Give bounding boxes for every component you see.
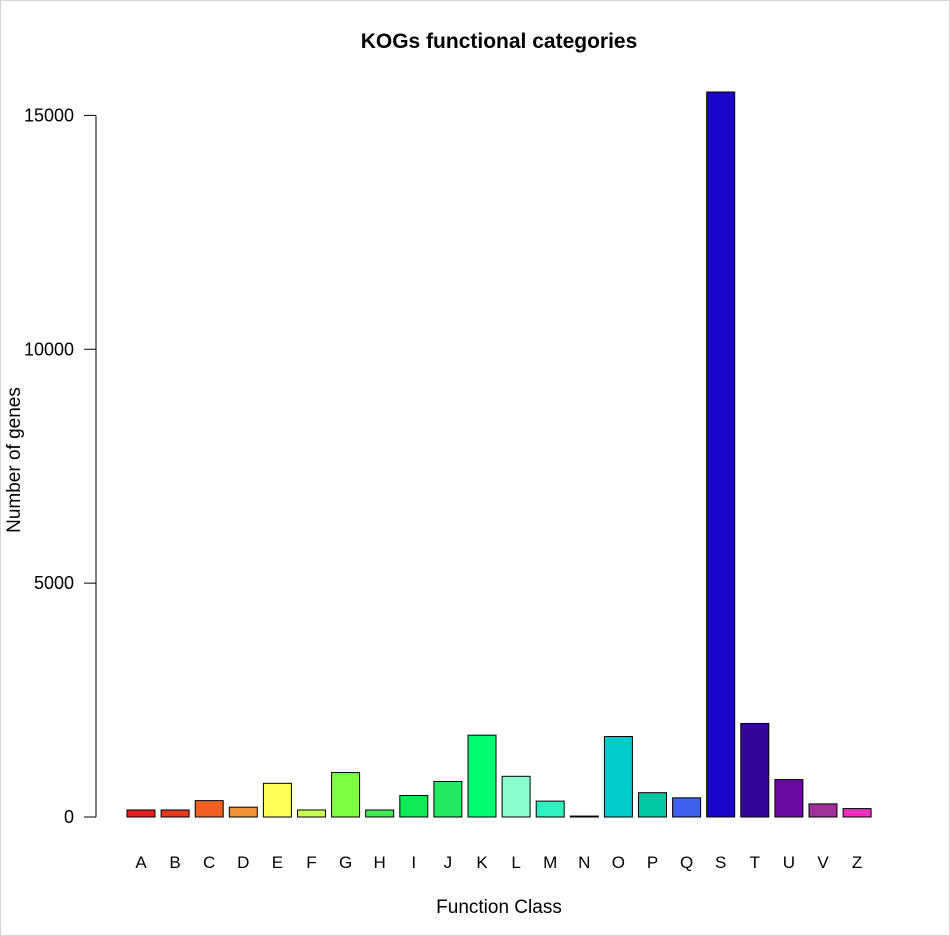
- x-tick-label-O: O: [612, 853, 625, 872]
- bar-D: [228, 806, 258, 818]
- x-tick-label-D: D: [237, 853, 249, 872]
- bar-N: [569, 815, 599, 818]
- y-tick-label-10000: 10000: [24, 339, 74, 359]
- x-tick-label-J: J: [444, 853, 453, 872]
- x-tick-label-Z: Z: [852, 853, 862, 872]
- x-tick-label-V: V: [817, 853, 829, 872]
- x-tick-label-I: I: [411, 853, 416, 872]
- bar-O: [603, 736, 633, 818]
- y-tick-label-15000: 15000: [24, 105, 74, 125]
- bar-M: [535, 800, 565, 818]
- x-axis-label: Function Class: [436, 897, 562, 918]
- x-tick-label-K: K: [476, 853, 488, 872]
- x-tick-label-L: L: [511, 853, 520, 872]
- x-tick-label-Q: Q: [680, 853, 693, 872]
- bar-C: [194, 800, 224, 818]
- x-tick-label-N: N: [578, 853, 590, 872]
- x-tick-label-E: E: [272, 853, 283, 872]
- bar-F: [297, 809, 326, 818]
- bar-G: [331, 772, 361, 818]
- x-tick-label-B: B: [169, 853, 180, 872]
- x-tick-label-A: A: [135, 853, 147, 872]
- x-tick-label-U: U: [783, 853, 795, 872]
- bar-K: [467, 734, 497, 818]
- chart-title: KOGs functional categories: [360, 30, 638, 53]
- x-tick-label-G: G: [339, 853, 352, 872]
- x-tick-label-F: F: [306, 853, 316, 872]
- bar-I: [399, 794, 429, 818]
- x-tick-label-M: M: [543, 853, 557, 872]
- x-tick-label-C: C: [203, 853, 215, 872]
- bar-A: [126, 809, 156, 818]
- bar-S: [706, 91, 736, 818]
- bar-E: [262, 782, 292, 818]
- y-tick-label-0: 0: [64, 807, 74, 827]
- bar-U: [774, 779, 804, 818]
- x-tick-label-S: S: [715, 853, 726, 872]
- bar-J: [433, 780, 463, 818]
- y-tick-label-5000: 5000: [34, 573, 74, 593]
- bar-B: [160, 809, 190, 818]
- x-tick-label-P: P: [647, 853, 658, 872]
- bar-P: [638, 792, 667, 818]
- x-tick-label-T: T: [750, 853, 760, 872]
- x-tick-label-H: H: [374, 853, 386, 872]
- bar-Z: [842, 808, 872, 818]
- bar-T: [740, 722, 770, 818]
- bar-H: [365, 809, 395, 818]
- bar-V: [808, 803, 838, 818]
- bar-L: [501, 775, 531, 818]
- bar-Q: [672, 797, 702, 818]
